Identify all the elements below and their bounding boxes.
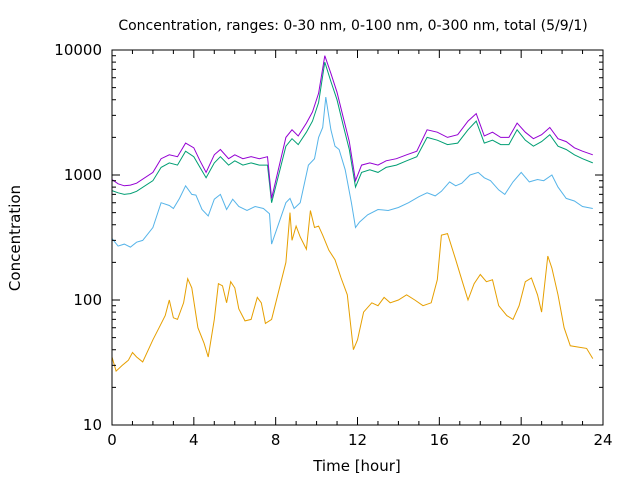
y-axis-label: Concentration bbox=[6, 185, 24, 291]
series-line-4 bbox=[111, 55, 593, 199]
x-tick-label: 8 bbox=[271, 431, 281, 449]
y-tick-label: 10000 bbox=[54, 41, 102, 59]
x-axis-label: Time [hour] bbox=[312, 457, 401, 475]
x-tick-label: 0 bbox=[107, 431, 117, 449]
series-layer bbox=[111, 55, 594, 373]
x-tick-label: 20 bbox=[512, 431, 531, 449]
x-tick-label: 12 bbox=[348, 431, 367, 449]
y-tick-label: 1000 bbox=[64, 166, 102, 184]
x-tick-label: 16 bbox=[430, 431, 449, 449]
plot-frame bbox=[111, 49, 604, 426]
chart-title: Concentration, ranges: 0-30 nm, 0-100 nm… bbox=[118, 18, 587, 34]
series-line-2 bbox=[111, 97, 593, 248]
y-tick-label: 100 bbox=[73, 291, 102, 309]
series-line-1 bbox=[111, 210, 594, 373]
series-line-3 bbox=[111, 61, 593, 203]
ticks-layer: 0 4 8 12 16 20 24 10 100 1000 10000 bbox=[54, 41, 612, 449]
y-tick-label: 10 bbox=[83, 416, 102, 434]
x-tick-label: 24 bbox=[593, 431, 612, 449]
x-tick-label: 4 bbox=[189, 431, 199, 449]
